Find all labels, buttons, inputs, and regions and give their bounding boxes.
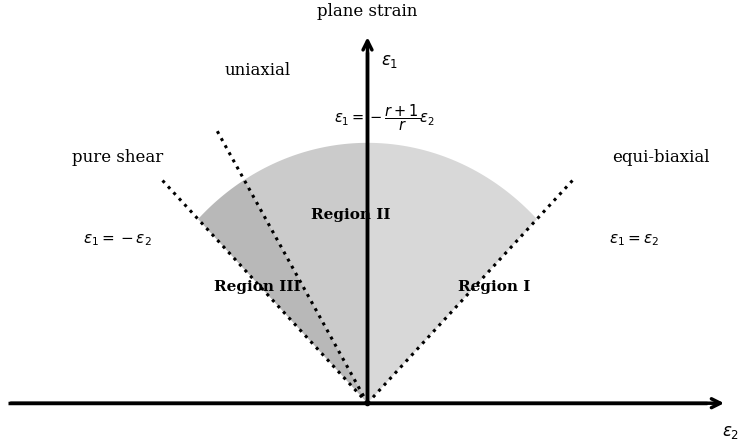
Polygon shape	[245, 143, 368, 403]
Text: pure shear: pure shear	[73, 149, 164, 166]
Text: plane strain: plane strain	[317, 3, 418, 20]
Text: $\varepsilon_1 = -\varepsilon_2$: $\varepsilon_1 = -\varepsilon_2$	[84, 233, 153, 248]
Text: uniaxial: uniaxial	[225, 62, 290, 79]
Text: $\varepsilon_1$: $\varepsilon_1$	[381, 52, 398, 70]
Text: $\varepsilon_1 = \varepsilon_2$: $\varepsilon_1 = \varepsilon_2$	[608, 233, 659, 248]
Text: Region II: Region II	[311, 208, 391, 222]
Text: $\varepsilon_2$: $\varepsilon_2$	[722, 423, 739, 441]
Polygon shape	[368, 143, 537, 403]
Text: Region III: Region III	[214, 280, 301, 294]
Text: Region I: Region I	[458, 280, 530, 294]
Text: $\varepsilon_1 = -\dfrac{r+1}{r}\varepsilon_2$: $\varepsilon_1 = -\dfrac{r+1}{r}\varepsi…	[334, 102, 436, 133]
Text: equi-biaxial: equi-biaxial	[611, 149, 709, 166]
Polygon shape	[198, 180, 368, 403]
